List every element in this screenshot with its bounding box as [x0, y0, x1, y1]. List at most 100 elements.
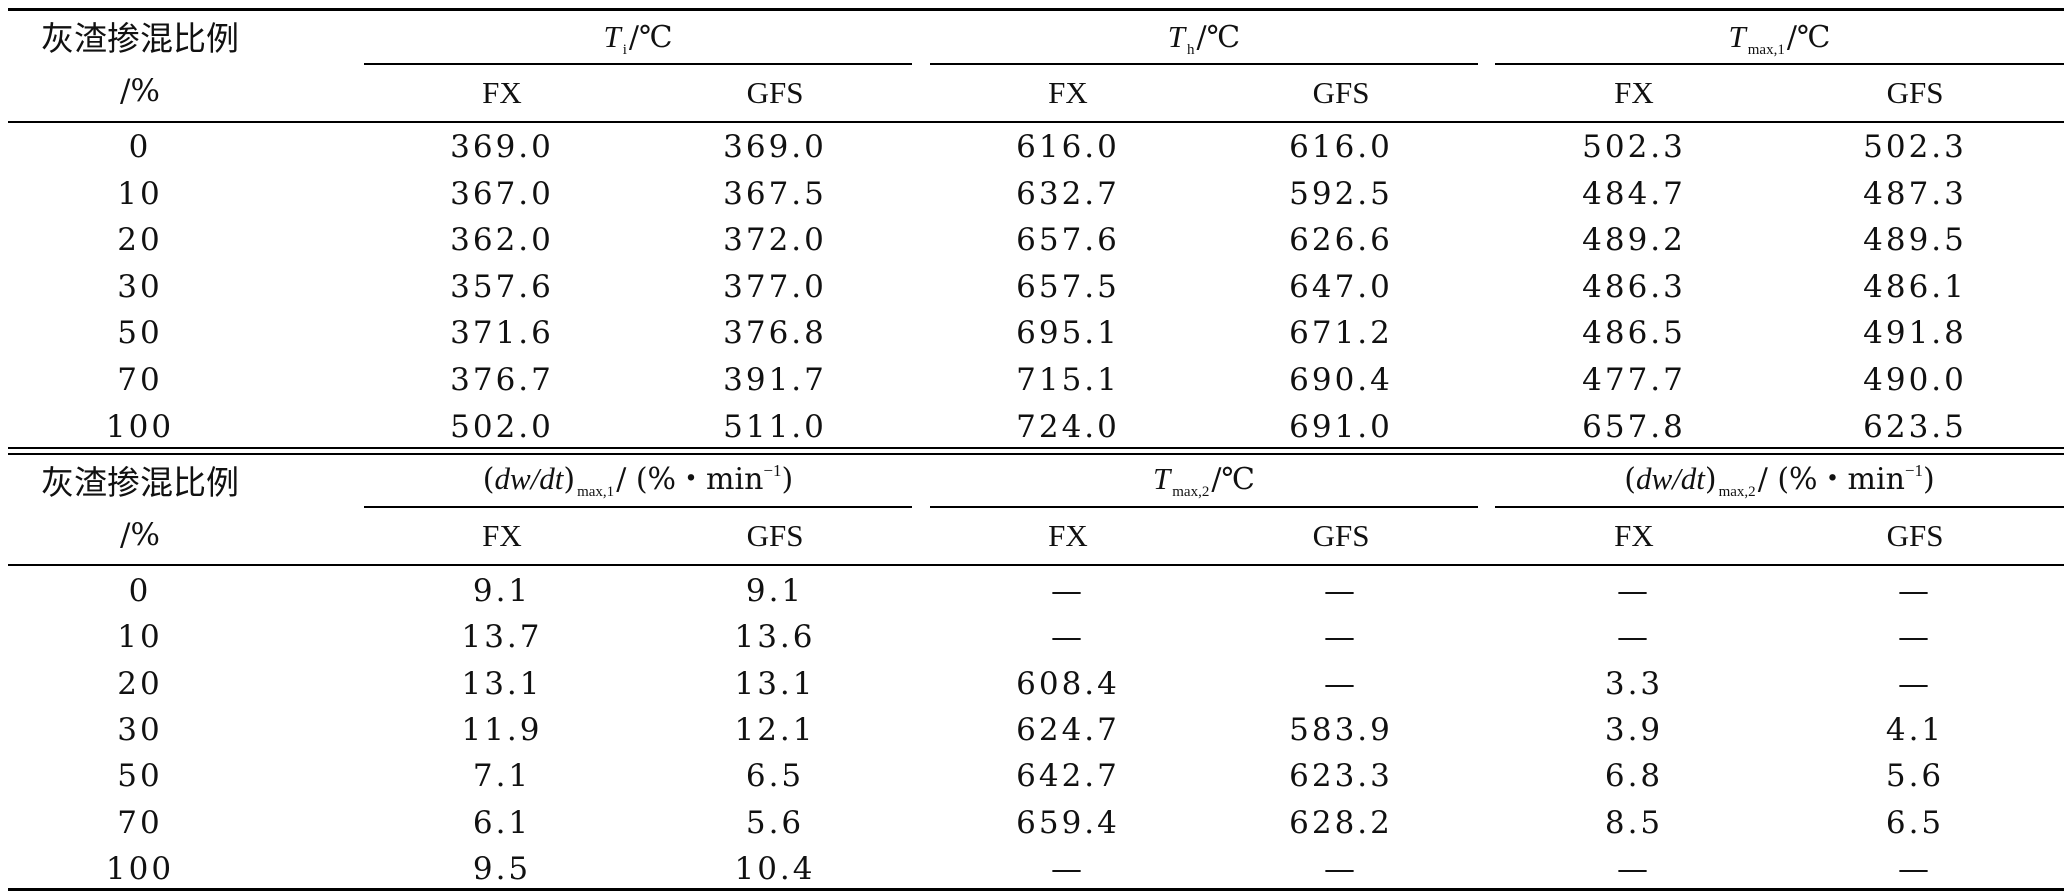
subheader-fx: FX: [482, 518, 522, 553]
subheader-fx: FX: [1048, 75, 1088, 110]
table-cell: 367.5: [723, 176, 827, 212]
table-cell: 502.3: [1863, 129, 1967, 165]
unit-close: ): [781, 462, 794, 497]
table-cell: 8.5: [1604, 805, 1664, 841]
top-rule: [8, 8, 2064, 11]
table-cell: 657.6: [1016, 222, 1120, 258]
row-ratio-cell: 70: [117, 362, 163, 398]
row-header-title: 灰渣掺混比例: [41, 19, 239, 58]
open-paren: (: [482, 462, 495, 497]
table-cell: —: [1324, 666, 1358, 702]
table-cell: 695.1: [1016, 315, 1120, 351]
table-cell: 391.7: [723, 362, 827, 398]
table-cell: 376.7: [450, 362, 554, 398]
double-rule-bottom: [8, 453, 2064, 455]
table-cell: 502.3: [1582, 129, 1686, 165]
table-cell: 624.7: [1016, 712, 1120, 748]
table-cell: 477.7: [1582, 362, 1686, 398]
subheader-gfs: GFS: [1886, 518, 1944, 553]
group-underline-ti: [364, 63, 912, 65]
close-paren: ): [563, 462, 576, 497]
table-cell: —: [1898, 851, 1932, 887]
row-ratio-cell: 50: [117, 758, 163, 794]
table-cell: 486.5: [1582, 315, 1686, 351]
subheader-gfs: GFS: [1886, 75, 1944, 110]
table-cell: 487.3: [1863, 176, 1967, 212]
table-cell: —: [1051, 851, 1085, 887]
table-cell: 7.1: [472, 758, 532, 794]
open-paren: (: [1624, 462, 1636, 497]
table-cell: —: [1617, 851, 1651, 887]
subheader-gfs: GFS: [746, 518, 804, 553]
table-cell: 616.0: [1289, 129, 1393, 165]
unit: / (%・min: [616, 462, 764, 497]
table-cell: 691.0: [1289, 409, 1393, 445]
unit: /℃: [628, 20, 673, 55]
row-header-unit: /%: [120, 73, 160, 109]
table-cell: 628.2: [1289, 805, 1393, 841]
subscript: max,2: [1172, 484, 1210, 500]
symbol: T: [1728, 19, 1746, 54]
table-cell: —: [1324, 851, 1358, 887]
double-rule-top: [8, 447, 2064, 449]
table-cell: 371.6: [450, 315, 554, 351]
group-header-dwdt-max1: (dw/dt) max,1/ (%・min−1): [364, 456, 912, 502]
table-cell: 376.8: [723, 315, 827, 351]
row-ratio-cell: 30: [117, 712, 163, 748]
superscript: −1: [1904, 461, 1923, 480]
table-cell: —: [1324, 619, 1358, 655]
superscript: −1: [763, 461, 782, 480]
table-cell: 608.4: [1016, 666, 1120, 702]
group-underline-tmax2: [930, 506, 1478, 508]
table-cell: 357.6: [450, 269, 554, 305]
table-cell: 724.0: [1016, 409, 1120, 445]
symbol: T: [1153, 461, 1171, 496]
header-rule-2: [8, 564, 2064, 566]
table-cell: 632.7: [1016, 176, 1120, 212]
table-cell: 5.6: [1885, 758, 1945, 794]
table-cell: 369.0: [450, 129, 554, 165]
symbol: T: [603, 19, 621, 54]
subheader-fx: FX: [1614, 75, 1654, 110]
table-cell: 659.4: [1016, 805, 1120, 841]
row-ratio-cell: 20: [117, 666, 163, 702]
subscript: max,1: [1747, 42, 1785, 58]
table-cell: —: [1617, 619, 1651, 655]
row-ratio-cell: 30: [117, 269, 163, 305]
table-cell: 491.8: [1863, 315, 1967, 351]
subscript: max,1: [577, 484, 615, 500]
table-cell: 484.7: [1582, 176, 1686, 212]
table-cell: 5.6: [745, 805, 805, 841]
symbol: T: [1167, 19, 1186, 54]
table-cell: 489.5: [1863, 222, 1967, 258]
table-cell: 592.5: [1289, 176, 1393, 212]
group-underline-dwdt2: [1495, 506, 2064, 508]
table-cell: 3.9: [1604, 712, 1664, 748]
close-paren: ): [1704, 462, 1717, 497]
table-cell: 12.1: [734, 712, 816, 748]
group-underline-th: [930, 63, 1478, 65]
subheader-fx: FX: [1614, 518, 1654, 553]
row-ratio-cell: 100: [105, 409, 175, 445]
table-cell: —: [1898, 619, 1932, 655]
table-cell: 715.1: [1016, 362, 1120, 398]
table-cell: 13.6: [734, 619, 816, 655]
table-cell: 690.4: [1289, 362, 1393, 398]
table-cell: —: [1617, 573, 1651, 609]
table-cell: 369.0: [723, 129, 827, 165]
row-ratio-cell: 70: [117, 805, 163, 841]
subheader-gfs: GFS: [746, 75, 804, 110]
table-cell: 6.1: [472, 805, 532, 841]
row-ratio-cell: 50: [117, 315, 163, 351]
table-cell: 616.0: [1016, 129, 1120, 165]
header-rule-1: [8, 121, 2064, 123]
table-cell: 362.0: [450, 222, 554, 258]
table-cell: 6.8: [1604, 758, 1664, 794]
unit: /℃: [1786, 20, 1831, 55]
table-cell: 671.2: [1289, 315, 1393, 351]
table-cell: 6.5: [1885, 805, 1945, 841]
table-cell: 9.1: [745, 573, 805, 609]
